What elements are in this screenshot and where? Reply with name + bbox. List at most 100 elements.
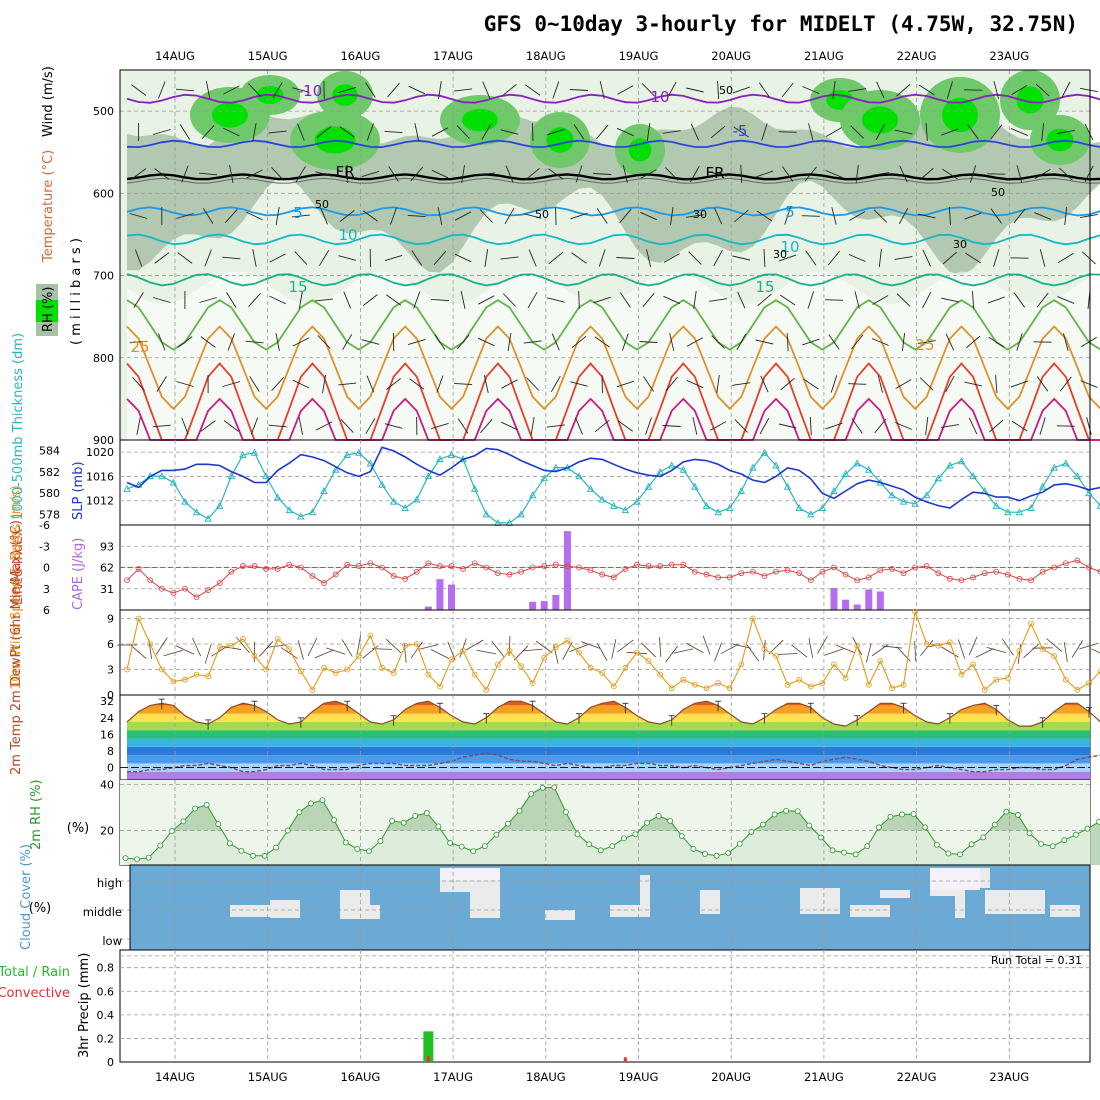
rh2m-point xyxy=(1096,818,1100,825)
temp-band xyxy=(127,755,1090,764)
rh2m-point xyxy=(203,801,210,808)
wind-barb xyxy=(199,297,217,303)
rh2m-point xyxy=(586,841,592,848)
cape-bar xyxy=(424,606,432,610)
thickness-point xyxy=(447,450,456,458)
wind-barb xyxy=(716,375,720,393)
wind-barb xyxy=(593,296,611,304)
wind-barb xyxy=(665,376,678,392)
wind-barb xyxy=(686,337,704,347)
wind-speed-point xyxy=(819,680,826,686)
lifted-point xyxy=(239,563,246,569)
wind-barb xyxy=(268,130,287,134)
lifted-point xyxy=(912,564,919,571)
cloud-block xyxy=(545,910,575,920)
lifted-point xyxy=(1086,564,1092,571)
wind-barb xyxy=(1080,87,1098,93)
lifted-point xyxy=(668,561,675,568)
wind-barb xyxy=(673,648,694,654)
wind-barb xyxy=(291,214,310,218)
rh2m-point xyxy=(841,849,847,856)
wind-speed-point xyxy=(738,661,745,668)
wind-barb xyxy=(941,297,959,303)
wind-barb xyxy=(1057,253,1074,263)
wind-barb xyxy=(339,126,355,138)
wind-barb xyxy=(825,127,843,137)
wind-speed-point xyxy=(831,661,837,668)
wind-barb xyxy=(482,81,491,99)
wind-barb xyxy=(292,87,310,93)
lifted-point xyxy=(1028,577,1034,584)
wind-barb xyxy=(526,377,540,391)
rh2m-lower xyxy=(120,830,1090,865)
rh2m-point xyxy=(539,784,546,791)
wind-barb xyxy=(1013,208,1026,224)
rh2m-point xyxy=(505,820,511,827)
contour-label: 10 xyxy=(780,238,799,256)
wind-barb xyxy=(616,380,635,388)
rh2m-point xyxy=(818,834,824,841)
date-label: 17AUG xyxy=(433,1070,473,1084)
wind-barb xyxy=(338,86,356,94)
wind-barb xyxy=(640,169,657,179)
lifted-point xyxy=(1097,568,1100,575)
temp-tick: 16 xyxy=(100,728,114,741)
precip-convective-bar xyxy=(623,1057,627,1062)
lifted-point xyxy=(819,568,826,575)
wind-barb xyxy=(621,333,629,351)
rh2m-point xyxy=(296,809,303,816)
wind-tick: 9 xyxy=(107,613,114,626)
lifted-point xyxy=(1039,568,1046,575)
wind-speed-point xyxy=(599,670,606,676)
rh2m-point xyxy=(644,819,650,826)
cloud-high-block xyxy=(930,868,980,890)
contour-line xyxy=(126,299,1100,351)
lifted-point xyxy=(216,580,223,586)
lifted-tick: 6 xyxy=(43,604,50,617)
temperature-label: Temperature (°C) xyxy=(41,150,56,263)
wind-barb xyxy=(989,419,1004,433)
lifted-point xyxy=(506,571,513,578)
wind-barb xyxy=(761,123,768,141)
wind-barb xyxy=(480,418,493,434)
thickness-point xyxy=(725,504,734,511)
lifted-point xyxy=(251,563,258,569)
wind-barb xyxy=(641,83,656,97)
lifted-index-label: Lifted Index xyxy=(11,528,26,605)
wind-barb xyxy=(836,644,856,654)
thickness-point xyxy=(1004,508,1012,516)
cloud-block xyxy=(270,900,300,918)
wind-barb xyxy=(223,127,240,137)
wind-barb xyxy=(594,419,610,433)
lifted-point xyxy=(970,574,976,581)
thickness-point xyxy=(239,450,247,458)
wind-barb xyxy=(922,291,932,309)
date-label: 14AUG xyxy=(155,49,195,63)
wind-barb xyxy=(275,207,280,225)
date-label: 16AUG xyxy=(340,1070,380,1084)
wind-barb xyxy=(968,417,978,435)
wind10m-frame xyxy=(119,609,1091,696)
wind-barb xyxy=(252,249,257,267)
rh2m-point xyxy=(887,813,894,820)
cape-bar xyxy=(842,599,850,610)
thickness-point xyxy=(575,472,583,480)
wind-barb xyxy=(275,333,280,351)
wind-speed-point xyxy=(471,671,478,678)
thickness-label: 1000-500mb Thickness (dm) xyxy=(11,333,26,520)
wind-speed-point xyxy=(1016,647,1023,654)
wind-barb xyxy=(1056,129,1075,135)
lifted-point xyxy=(471,560,478,567)
wind-barb xyxy=(639,341,658,343)
wind-barb xyxy=(941,128,959,136)
contour-label: FR xyxy=(705,164,724,182)
wind-barb xyxy=(746,644,760,662)
wind-barb xyxy=(320,207,328,225)
rh2m-point xyxy=(1049,843,1056,850)
wind-speed-point xyxy=(413,641,420,647)
lifted-point xyxy=(645,563,652,569)
wind-barb xyxy=(758,82,770,98)
wind-barb xyxy=(156,376,167,392)
wind-speed-point xyxy=(773,653,779,659)
